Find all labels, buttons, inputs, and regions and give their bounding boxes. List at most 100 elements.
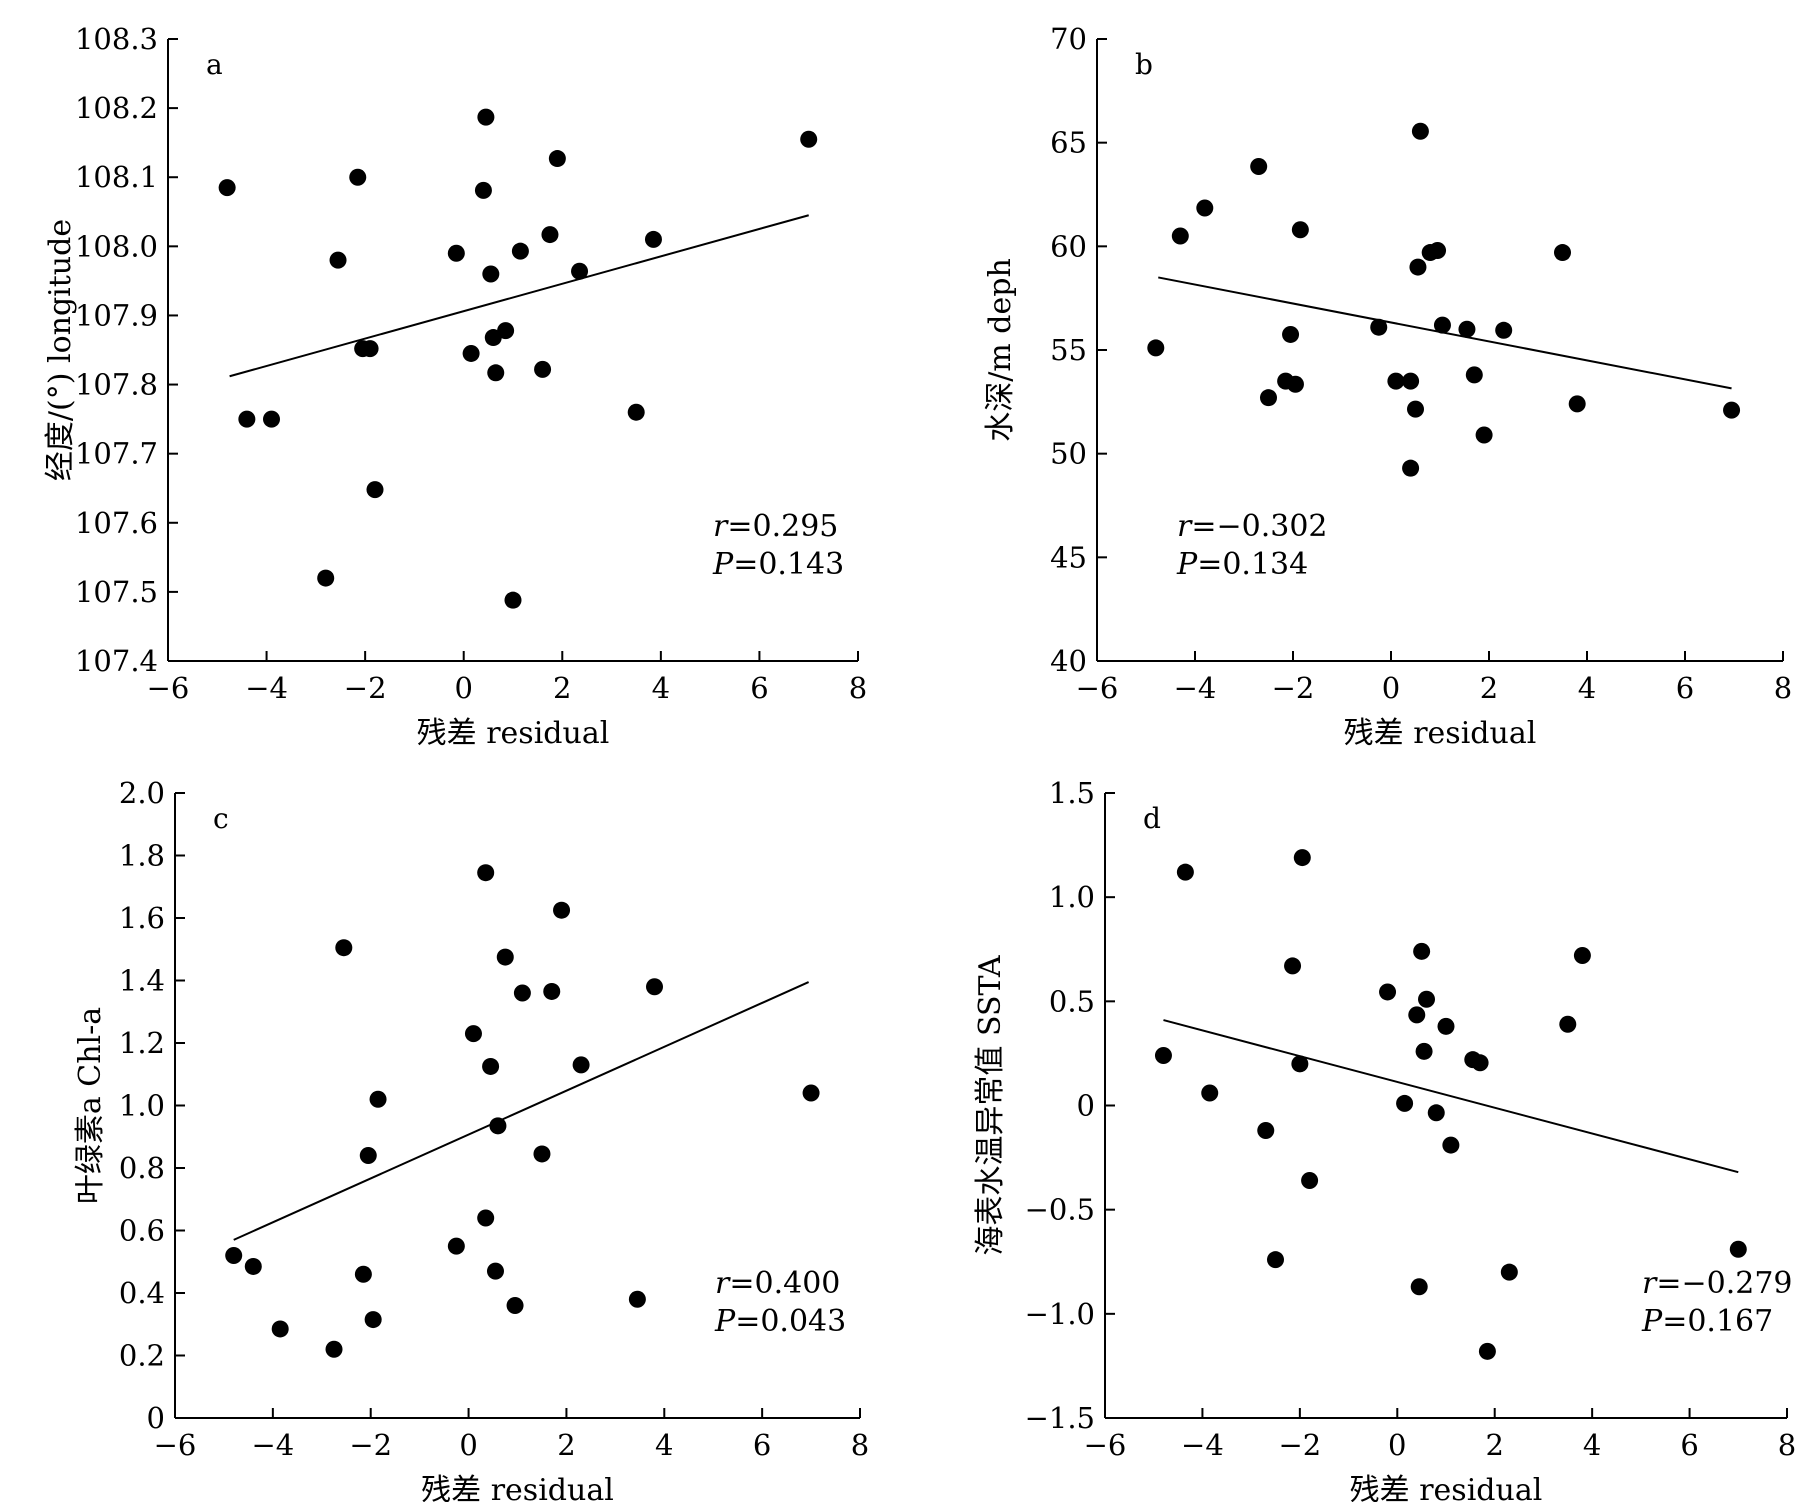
x-tick-label: 6 bbox=[750, 671, 768, 705]
y-tick-label: 1.4 bbox=[119, 964, 165, 998]
data-point bbox=[628, 1290, 646, 1308]
y-tick-label: 1.0 bbox=[119, 1089, 165, 1123]
data-point bbox=[1500, 1263, 1518, 1281]
r-value: r=0.295 bbox=[713, 509, 838, 544]
x-tick-label: 8 bbox=[1778, 1428, 1796, 1462]
x-tick-label: −4 bbox=[1174, 671, 1217, 705]
data-point bbox=[474, 181, 492, 199]
data-point bbox=[513, 984, 531, 1002]
y-tick-label: 0 bbox=[147, 1401, 165, 1435]
panel-b: −6 −4 −2 0 2 4 6 8 40 45 50 55 60 65 70 残差 residual 水深/m… bbox=[983, 22, 1792, 751]
data-point bbox=[1458, 320, 1476, 338]
y-tick-label: 65 bbox=[1050, 126, 1087, 160]
y-tick-label: 0.2 bbox=[119, 1339, 165, 1373]
x-tick-label: 6 bbox=[1676, 671, 1694, 705]
x-tick-label: −2 bbox=[349, 1428, 392, 1462]
y-tick-label: 0.5 bbox=[1049, 984, 1095, 1018]
x-tick-label: −4 bbox=[251, 1428, 294, 1462]
data-point bbox=[447, 244, 465, 262]
data-point bbox=[482, 1057, 500, 1075]
data-point bbox=[1201, 1084, 1219, 1102]
y-axis-title: 海表水温异常值 SSTA bbox=[973, 955, 1008, 1255]
data-point bbox=[1475, 426, 1493, 444]
x-tick-label: −2 bbox=[344, 671, 387, 705]
y-tick-label: 0.8 bbox=[119, 1151, 165, 1185]
data-point bbox=[1267, 1251, 1284, 1269]
x-tick-label: −6 bbox=[1084, 1428, 1127, 1462]
panel-letter: c bbox=[213, 802, 229, 835]
panel-c: −6 −4 −2 0 2 4 6 8 0 0.2 0.4 0.6 0.8 1.0 1.2 1.4 1.6 1.8 2… bbox=[73, 776, 869, 1502]
data-point bbox=[225, 1247, 243, 1264]
data-point bbox=[543, 982, 561, 1000]
data-point bbox=[802, 1084, 820, 1102]
data-point bbox=[477, 1209, 495, 1227]
data-point bbox=[329, 251, 347, 269]
x-tick-label: 0 bbox=[1382, 671, 1400, 705]
data-point bbox=[646, 978, 663, 996]
data-point bbox=[349, 168, 367, 186]
p-value: P=0.143 bbox=[712, 547, 844, 582]
data-point bbox=[1396, 1094, 1414, 1112]
data-point bbox=[571, 262, 589, 280]
data-point bbox=[361, 340, 379, 358]
x-tick-label: 2 bbox=[553, 671, 571, 705]
y-tick-label: 1.8 bbox=[119, 839, 165, 873]
y-tick-label: −0.5 bbox=[1025, 1193, 1095, 1227]
x-tick-label: 0 bbox=[459, 1428, 477, 1462]
data-point bbox=[1437, 1017, 1455, 1035]
data-point bbox=[534, 360, 552, 378]
data-point bbox=[447, 1237, 465, 1255]
data-point bbox=[369, 1090, 387, 1108]
y-tick-label: 107.6 bbox=[75, 506, 158, 540]
p-value: P=0.167 bbox=[1641, 1304, 1773, 1339]
data-point bbox=[1409, 258, 1427, 276]
x-axis-title: 残差 residual bbox=[1350, 1473, 1543, 1502]
data-point bbox=[1429, 241, 1447, 259]
data-point bbox=[1284, 957, 1302, 975]
panel-letter: d bbox=[1143, 802, 1161, 835]
data-point bbox=[1568, 395, 1586, 413]
data-point bbox=[506, 1297, 524, 1314]
data-point bbox=[1442, 1136, 1460, 1154]
y-tick-label: 108.3 bbox=[75, 22, 158, 56]
data-point bbox=[553, 901, 571, 919]
p-value: P=0.043 bbox=[714, 1304, 846, 1339]
y-tick-label: 40 bbox=[1050, 644, 1087, 678]
y-axis-title: 经度/(°) longitude bbox=[43, 219, 78, 481]
x-tick-label: 4 bbox=[652, 671, 670, 705]
y-tick-label: −1.0 bbox=[1025, 1297, 1095, 1331]
y-tick-label: 107.4 bbox=[75, 644, 158, 678]
panel-letter: b bbox=[1135, 48, 1153, 81]
data-point bbox=[1260, 389, 1277, 407]
x-tick-label: 2 bbox=[1480, 671, 1498, 705]
data-point bbox=[1573, 947, 1591, 964]
data-point bbox=[359, 1147, 377, 1164]
data-point bbox=[482, 265, 500, 283]
y-tick-label: 45 bbox=[1050, 540, 1087, 574]
x-axis-title: 残差 residual bbox=[417, 716, 610, 751]
data-point bbox=[1433, 316, 1451, 334]
data-point bbox=[541, 226, 559, 244]
data-point bbox=[1154, 1047, 1172, 1064]
x-axis-title: 残差 residual bbox=[1344, 716, 1537, 751]
data-point bbox=[238, 410, 256, 428]
y-tick-label: 107.9 bbox=[75, 298, 158, 332]
y-tick-label: 107.7 bbox=[75, 437, 158, 471]
r-value: r=−0.279 bbox=[1642, 1266, 1793, 1301]
data-point bbox=[335, 939, 353, 957]
data-point bbox=[1147, 339, 1165, 357]
data-point bbox=[1387, 372, 1405, 390]
regression-line bbox=[1163, 1019, 1739, 1174]
regression-line bbox=[229, 214, 809, 378]
x-tick-label: 4 bbox=[1583, 1428, 1601, 1462]
y-tick-label: 107.5 bbox=[75, 575, 158, 609]
y-tick-label: 1.6 bbox=[119, 901, 165, 935]
y-tick-label: 0 bbox=[1077, 1089, 1095, 1123]
r-value: r=−0.302 bbox=[1177, 509, 1328, 544]
data-point bbox=[533, 1145, 551, 1163]
data-point bbox=[504, 591, 522, 609]
y-tick-label: 108.0 bbox=[75, 229, 158, 263]
data-point bbox=[1402, 459, 1420, 477]
data-point bbox=[1465, 366, 1483, 384]
panel-letter: a bbox=[206, 48, 223, 81]
